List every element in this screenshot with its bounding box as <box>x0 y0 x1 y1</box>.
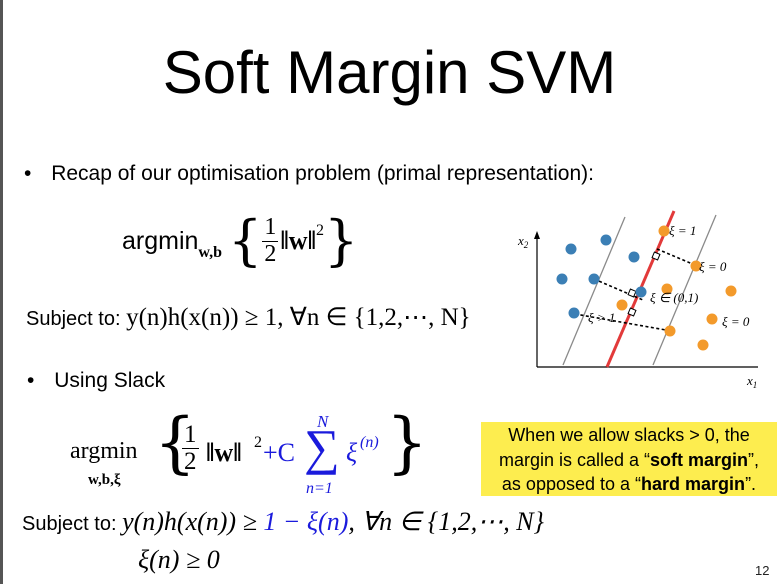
y-axis-arrow <box>534 231 540 239</box>
argmin-subscript: w,b <box>198 244 222 261</box>
slack-argmin-label: argmin <box>70 438 138 464</box>
fraction-denominator: 2 <box>264 240 277 267</box>
slack-half-fraction: 1 2 <box>182 421 199 476</box>
slack-line-lower <box>574 313 667 331</box>
lower-margin-line <box>562 216 626 366</box>
blue-point <box>568 307 580 319</box>
slack-xi: ξ <box>346 438 358 467</box>
slack-norm-w: ‖w‖ <box>206 438 242 467</box>
blue-point <box>628 251 640 263</box>
half-fraction: 1 2 <box>262 214 279 267</box>
callout-line-2-a: margin is called a “ <box>498 449 651 470</box>
primal-constraint: Subject to: y(n)h(x(n)) ≥ 1, ∀n ∈ {1,2,⋯… <box>26 302 471 332</box>
plus-c-text: +C <box>263 438 296 467</box>
orange-point <box>697 339 709 351</box>
slack-right-brace: } <box>386 404 428 481</box>
blue-point <box>635 286 647 298</box>
label-xi-in-0-1: ξ ∈ (0,1) <box>650 290 698 305</box>
sum-lower-limit: n=1 <box>306 480 333 497</box>
callout-line-3: as opposed to a “hard margin”. <box>481 472 777 497</box>
orange-point <box>725 285 737 297</box>
slack-xi-superscript: (n) <box>360 434 379 451</box>
bullet-1: • Recap of our optimisation problem (pri… <box>24 162 594 186</box>
right-brace: } <box>324 209 359 272</box>
sum-sigma: ∑ <box>304 419 340 475</box>
callout-line-3-a: as opposed to a “ <box>501 474 642 494</box>
slack-constraint: Subject to: y(n)h(x(n)) ≥ 1 − ξ(n), ∀n ∈… <box>22 507 544 537</box>
plus-c-term: +C <box>263 438 295 468</box>
primal-objective: argmin w,b { 1 2 ‖w‖ 2 } <box>122 206 358 276</box>
page-number: 12 <box>755 563 770 578</box>
callout-hard-margin: hard margin <box>641 474 746 494</box>
left-brace: { <box>228 209 263 272</box>
orange-point <box>664 325 676 337</box>
slack-constraint-rhs: , ∀n ∈ {1,2,⋯, N} <box>348 507 544 536</box>
slack-constraint-lhs: y(n)h(x(n)) ≥ <box>122 507 264 536</box>
slack-argmin-subscript: w,b,ξ <box>88 472 121 488</box>
upper-margin-line <box>652 214 717 366</box>
orange-class-points <box>616 225 737 351</box>
bullet-2: • Using Slack <box>27 369 165 393</box>
right-angle-marker <box>651 251 661 261</box>
callout-line-2: margin is called a “soft margin”, <box>481 448 777 473</box>
soft-margin-callout: When we allow slacks > 0, the margin is … <box>481 422 777 496</box>
blue-point <box>556 273 568 285</box>
fraction-denominator: 2 <box>184 448 197 476</box>
subject-to-label: Subject to: <box>26 308 127 330</box>
blue-class-points <box>556 234 647 319</box>
sum-upper-limit: N <box>317 412 329 431</box>
blue-point <box>565 243 577 255</box>
y-axis-label: x2 <box>517 233 529 250</box>
orange-point <box>690 260 702 272</box>
orange-point <box>658 225 670 237</box>
orange-point <box>706 313 718 325</box>
bullet-1-text: Recap of our optimisation problem (prima… <box>51 162 594 185</box>
callout-line-2-c: ”, <box>748 449 760 470</box>
blue-point <box>588 273 600 285</box>
slack-subject-to-label: Subject to: <box>22 513 123 535</box>
slack-nonneg-constraint: ξ(n) ≥ 0 <box>138 545 220 574</box>
argmin-label: argmin <box>122 226 199 255</box>
blue-point <box>600 234 612 246</box>
right-angle-marker <box>627 307 637 317</box>
fraction-numerator: 1 <box>182 421 199 450</box>
slack-line-upper <box>656 248 696 266</box>
norm-square: 2 <box>316 222 324 239</box>
bullet-2-text: Using Slack <box>54 369 166 392</box>
label-xi-eq-0-lower: ξ = 0 <box>722 314 750 329</box>
bullet-marker: • <box>24 162 32 185</box>
x-axis-label: x1 <box>746 373 757 390</box>
primal-constraint-expr: y(n)h(x(n)) ≥ 1, ∀n ∈ {1,2,⋯, N} <box>126 304 471 331</box>
fraction-numerator: 1 <box>262 214 279 242</box>
slack-line-middle <box>593 278 644 301</box>
orange-point <box>661 283 673 295</box>
norm-w: ‖w‖ <box>280 226 316 255</box>
callout-line-1: When we allow slacks > 0, the <box>508 425 750 445</box>
callout-line-3-c: ”. <box>745 474 757 494</box>
label-xi-gt-1: ξ > 1 <box>588 310 615 325</box>
callout-soft-margin: soft margin <box>650 449 749 470</box>
slack-norm-square: 2 <box>254 434 262 451</box>
slack-left-brace: { <box>154 404 196 481</box>
label-xi-eq-1: ξ = 1 <box>669 223 696 238</box>
slide-left-edge <box>0 0 3 584</box>
svm-diagram: x2 x1 ξ = 1 ξ = 0 ξ ∈ (0,1) ξ > 1 ξ = 0 <box>517 210 758 390</box>
bullet-marker: • <box>27 369 35 392</box>
label-xi-eq-0-upper: ξ = 0 <box>699 259 727 274</box>
orange-point <box>616 299 628 311</box>
slide-title: Soft Margin SVM <box>162 39 617 106</box>
slack-constraint-mid: 1 − ξ(n) <box>263 507 349 536</box>
right-angle-marker <box>627 288 637 298</box>
